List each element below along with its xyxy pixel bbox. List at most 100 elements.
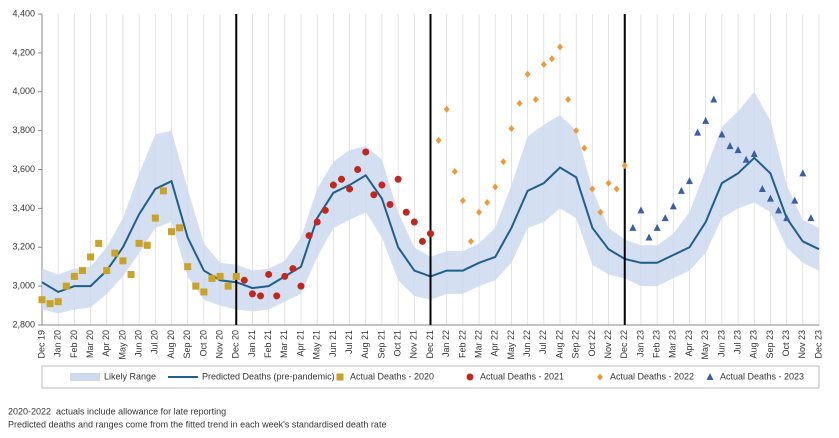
y-tick-label: 3,200 bbox=[12, 242, 35, 252]
data-point bbox=[321, 206, 329, 214]
x-tick-label: Nov 23 bbox=[797, 330, 807, 359]
data-point bbox=[281, 272, 289, 280]
data-point bbox=[111, 249, 119, 257]
data-point bbox=[726, 142, 734, 150]
x-tick-label: Aug 21 bbox=[360, 330, 370, 359]
data-point bbox=[87, 253, 95, 261]
data-point bbox=[734, 146, 742, 154]
x-tick-label: Jan 22 bbox=[441, 330, 451, 357]
x-tick-label: Sep 23 bbox=[765, 330, 775, 359]
data-point bbox=[305, 232, 313, 240]
y-tick-label: 3,400 bbox=[12, 203, 35, 213]
data-point bbox=[54, 298, 62, 306]
data-point bbox=[459, 197, 466, 205]
data-point bbox=[524, 70, 531, 78]
data-point bbox=[677, 186, 685, 194]
footnote: Predicted deaths and ranges come from th… bbox=[8, 419, 386, 429]
x-tick-label: Dec 21 bbox=[425, 330, 435, 359]
data-point bbox=[702, 116, 710, 124]
x-tick-label: Jan 20 bbox=[53, 330, 63, 357]
data-point bbox=[95, 239, 103, 247]
data-point bbox=[216, 272, 224, 280]
x-tick-label: Mar 20 bbox=[85, 330, 95, 358]
data-point bbox=[742, 155, 750, 163]
x-tick-label: Dec 23 bbox=[813, 330, 823, 359]
data-point bbox=[467, 237, 474, 245]
legend-label: Actual Deaths - 2020 bbox=[350, 371, 434, 381]
x-tick-label: Nov 20 bbox=[214, 330, 224, 359]
data-point bbox=[589, 185, 596, 193]
data-point bbox=[46, 300, 54, 308]
x-tick-label: Oct 21 bbox=[393, 330, 403, 357]
x-tick-label: Nov 21 bbox=[409, 330, 419, 359]
x-tick-label: May 20 bbox=[117, 330, 127, 360]
x-tick-label: Feb 20 bbox=[69, 330, 79, 358]
legend-swatch bbox=[70, 373, 100, 381]
data-point bbox=[686, 177, 693, 185]
data-point bbox=[484, 199, 491, 207]
data-point bbox=[402, 208, 410, 216]
data-point bbox=[354, 166, 362, 173]
y-tick-label: 4,000 bbox=[12, 86, 35, 96]
x-tick-label: Feb 21 bbox=[263, 330, 273, 358]
legend-box bbox=[41, 365, 820, 389]
data-point bbox=[637, 206, 645, 214]
x-tick-label: Feb 23 bbox=[652, 330, 662, 358]
data-point bbox=[70, 272, 78, 280]
data-point bbox=[435, 136, 442, 144]
x-tick-label: Oct 23 bbox=[781, 330, 791, 357]
data-point bbox=[378, 181, 386, 189]
data-point bbox=[718, 130, 726, 138]
x-tick-label: Dec 19 bbox=[36, 330, 46, 359]
data-point bbox=[629, 223, 637, 231]
legend-swatch bbox=[706, 373, 714, 380]
x-tick-label: Feb 22 bbox=[457, 330, 467, 358]
data-point bbox=[750, 149, 758, 157]
x-tick-label: Mar 23 bbox=[668, 330, 678, 358]
data-point bbox=[224, 282, 232, 290]
legend-label: Predicted Deaths (pre-pandemic) bbox=[202, 371, 335, 381]
data-point bbox=[427, 230, 434, 238]
data-point bbox=[386, 200, 394, 208]
data-point bbox=[78, 267, 86, 275]
legend-swatch bbox=[336, 373, 344, 381]
data-point bbox=[192, 282, 200, 290]
data-point bbox=[127, 270, 135, 278]
data-point bbox=[103, 267, 111, 275]
data-point bbox=[257, 292, 265, 300]
data-point bbox=[807, 214, 815, 222]
data-point bbox=[516, 99, 523, 107]
data-point bbox=[783, 214, 791, 222]
data-point bbox=[492, 183, 499, 191]
x-tick-label: Nov 22 bbox=[603, 330, 613, 359]
data-point bbox=[653, 223, 661, 231]
x-tick-label: Sep 20 bbox=[182, 330, 192, 359]
x-tick-label: May 22 bbox=[506, 330, 516, 360]
x-tick-label: Jul 20 bbox=[150, 330, 160, 354]
data-point bbox=[605, 179, 612, 187]
data-point bbox=[200, 288, 208, 296]
y-tick-label: 4,200 bbox=[12, 47, 35, 57]
data-point bbox=[621, 162, 628, 170]
data-point bbox=[62, 282, 70, 290]
data-point bbox=[143, 241, 151, 249]
data-point bbox=[532, 96, 539, 104]
data-point bbox=[791, 196, 799, 204]
data-point bbox=[248, 290, 256, 298]
x-tick-label: Mar 21 bbox=[279, 330, 289, 358]
x-tick-label: Mar 22 bbox=[473, 330, 483, 358]
data-point bbox=[273, 292, 281, 300]
x-tick-label: May 23 bbox=[700, 330, 710, 360]
data-point bbox=[168, 228, 175, 236]
data-point bbox=[313, 218, 321, 226]
data-point bbox=[669, 202, 677, 210]
data-point bbox=[38, 296, 46, 304]
data-point bbox=[581, 144, 588, 152]
data-point bbox=[557, 43, 563, 51]
legend-swatch bbox=[597, 373, 603, 381]
x-tick-label: Jun 23 bbox=[716, 330, 726, 357]
y-tick-label: 4,400 bbox=[12, 8, 35, 18]
data-point bbox=[232, 272, 240, 280]
data-point bbox=[573, 127, 580, 135]
